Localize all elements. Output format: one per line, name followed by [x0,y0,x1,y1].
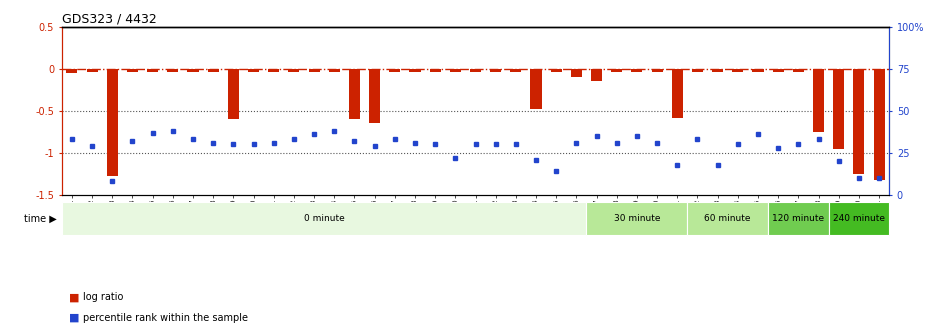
Bar [308,69,320,72]
Bar [732,69,744,72]
Bar [187,69,199,72]
Text: ■: ■ [69,292,80,302]
Text: 30 minute: 30 minute [613,214,660,223]
Bar [752,69,764,72]
Bar [768,202,828,235]
Bar [587,202,688,235]
Bar [692,69,703,72]
Text: 60 minute: 60 minute [705,214,751,223]
Bar [369,69,380,124]
Bar [349,69,360,119]
Bar [833,69,844,149]
Bar [631,69,643,72]
Text: GDS323 / 4432: GDS323 / 4432 [62,13,157,26]
Bar [430,69,440,72]
Bar [531,69,541,109]
Bar [450,69,461,72]
Bar [551,69,562,72]
Bar [772,69,784,72]
Bar [470,69,481,72]
Bar [874,69,884,180]
Bar [207,69,219,72]
Bar [67,69,77,73]
Bar [228,69,239,119]
Bar [268,69,280,72]
Text: 240 minute: 240 minute [833,214,885,223]
Bar [389,69,400,72]
Text: 120 minute: 120 minute [772,214,825,223]
Bar [828,202,889,235]
Bar [651,69,663,72]
Bar [571,69,582,77]
Bar [511,69,521,72]
Bar [490,69,501,72]
Bar [288,69,300,72]
Bar [87,69,98,72]
Bar [712,69,723,72]
Text: time ▶: time ▶ [25,213,57,223]
Bar [611,69,622,72]
Bar [671,69,683,118]
Bar [62,202,587,235]
Bar [410,69,420,72]
Bar [329,69,340,72]
Bar [167,69,179,72]
Text: log ratio: log ratio [83,292,123,302]
Bar [107,69,118,176]
Bar [853,69,864,174]
Bar [248,69,259,72]
Bar [126,69,138,72]
Bar [793,69,804,72]
Bar [688,202,768,235]
Bar [813,69,825,132]
Text: ■: ■ [69,312,80,323]
Text: 0 minute: 0 minute [303,214,344,223]
Bar [591,69,602,82]
Text: percentile rank within the sample: percentile rank within the sample [83,312,248,323]
Bar [147,69,158,72]
